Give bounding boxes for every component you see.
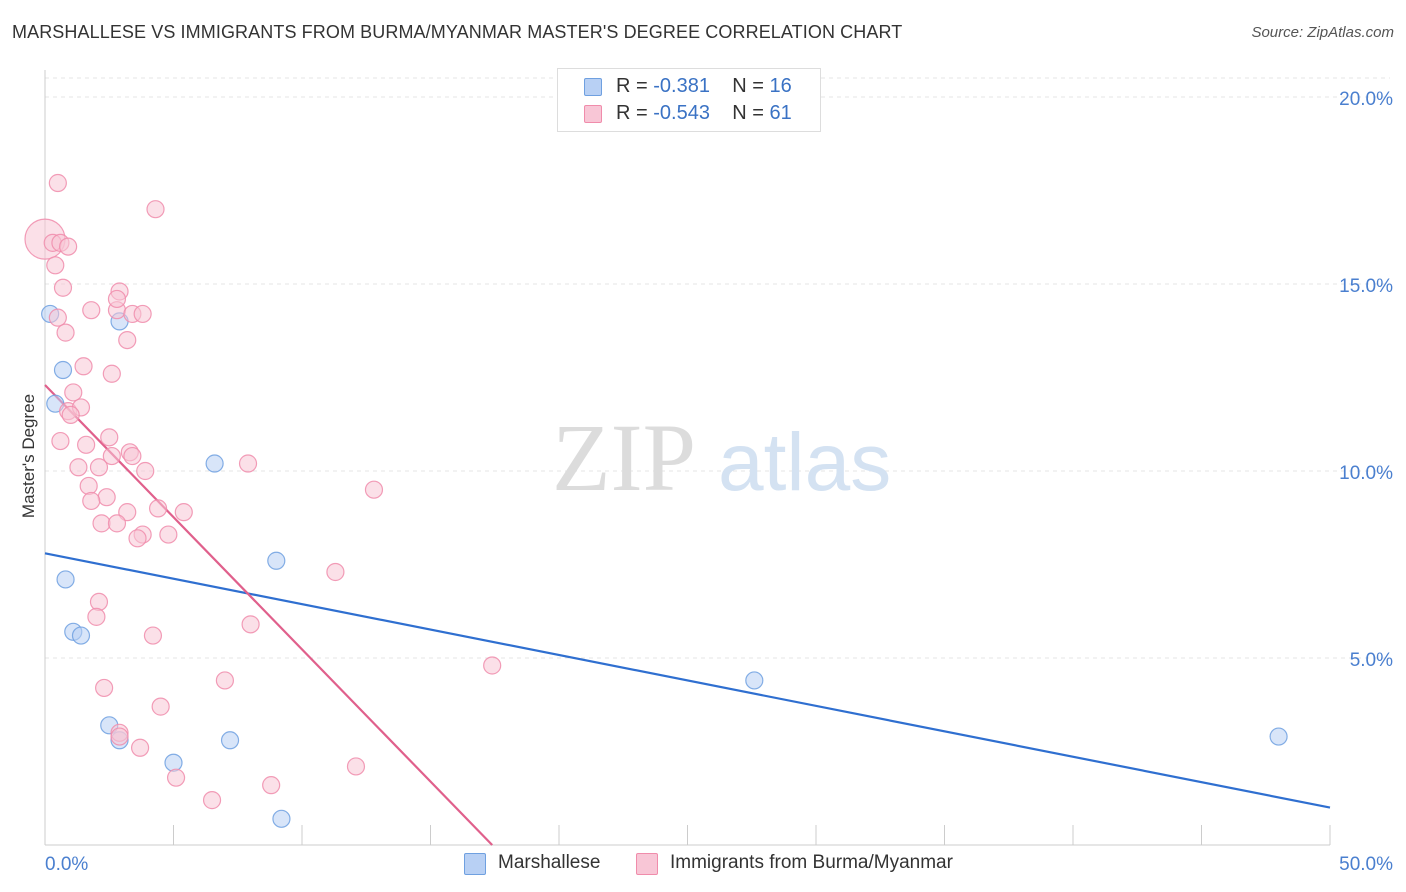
point-burma-15 — [56, 323, 75, 342]
point-burma-47 — [87, 607, 106, 626]
point-burma-44 — [128, 529, 147, 548]
y-tick-label-20: 20.0% — [1339, 89, 1393, 110]
bottom-legend-swatch-burma — [636, 853, 658, 875]
point-burma-34 — [79, 476, 98, 496]
legend-r-value-marshallese: -0.381 — [653, 75, 710, 97]
point-marshallese-13 — [164, 753, 183, 772]
legend-swatch-marshallese — [584, 78, 602, 96]
y-tick-label-5: 5.0% — [1350, 650, 1393, 671]
point-burma-57 — [166, 768, 186, 787]
point-burma-31 — [238, 454, 258, 473]
point-marshallese-14 — [272, 809, 291, 828]
point-burma-39 — [174, 503, 193, 522]
bottom-legend-swatch-marshallese — [464, 853, 486, 875]
trendline-marshallese — [44, 552, 1331, 809]
legend-swatch-burma — [584, 105, 602, 123]
watermark-zip: ZIP — [552, 404, 696, 511]
point-burma-11 — [48, 308, 67, 327]
point-burma-14 — [133, 304, 152, 324]
trendline-burma — [44, 384, 493, 846]
point-marshallese-12 — [220, 731, 240, 750]
point-marshallese-4 — [205, 454, 224, 473]
point-burma-41 — [107, 514, 127, 533]
point-marshallese-5 — [56, 570, 75, 589]
watermark-atlas: atlas — [718, 417, 891, 508]
chart-source: Source: ZipAtlas.com — [1251, 24, 1394, 41]
point-burma-7 — [53, 278, 73, 297]
point-burma-52 — [95, 678, 114, 698]
watermark: ZIP atlas — [552, 404, 891, 511]
bottom-legend-label-marshallese: Marshallese — [498, 852, 601, 873]
point-marshallese-8 — [71, 626, 91, 645]
legend-r-label: R = — [616, 102, 648, 124]
point-burma-35 — [97, 488, 116, 507]
x-tick-label-min: 0.0% — [45, 854, 88, 875]
points-layer — [24, 173, 1288, 828]
point-burma-6 — [146, 200, 165, 219]
point-burma-32 — [136, 461, 155, 481]
point-burma-4 — [46, 256, 65, 275]
point-burma-19 — [64, 383, 83, 402]
point-burma-51 — [215, 671, 234, 690]
point-burma-29 — [89, 458, 109, 477]
bottom-legend-label-burma: Immigrants from Burma/Myanmar — [670, 852, 953, 873]
point-marshallese-6 — [267, 551, 286, 570]
legend-n-label: N = — [732, 75, 764, 97]
chart-title: MARSHALLESE VS IMMIGRANTS FROM BURMA/MYA… — [12, 22, 903, 42]
legend-n-value-burma: 61 — [769, 102, 792, 124]
trend-layer — [44, 384, 1331, 846]
point-burma-12 — [107, 289, 127, 309]
tick-label-layer: 5.0% 10.0% 15.0% 20.0% 0.0% 50.0% — [45, 89, 1393, 875]
y-tick-label-10: 10.0% — [1339, 463, 1393, 484]
point-burma-60 — [110, 727, 129, 746]
point-burma-58 — [262, 776, 281, 795]
point-burma-30 — [69, 458, 88, 477]
point-burma-55 — [130, 738, 150, 757]
point-marshallese-2 — [53, 360, 73, 380]
point-burma-17 — [74, 357, 93, 376]
point-burma-24 — [77, 435, 96, 454]
point-burma-8 — [82, 301, 101, 320]
y-tick-label-15: 15.0% — [1339, 276, 1393, 297]
point-burma-46 — [89, 592, 109, 612]
legend-r-value-burma: -0.543 — [653, 102, 710, 124]
point-burma-3 — [59, 237, 78, 256]
x-tick-label-max: 50.0% — [1339, 854, 1393, 875]
legend-n-value-marshallese: 16 — [769, 75, 792, 97]
point-burma-28 — [102, 446, 121, 466]
point-burma-53 — [151, 697, 170, 716]
point-marshallese-15 — [1269, 727, 1288, 746]
point-burma-45 — [326, 562, 345, 582]
legend: R = -0.381 N = 16 R = -0.543 N = 61 — [557, 68, 821, 132]
point-burma-27 — [123, 446, 142, 466]
point-burma-18 — [102, 364, 121, 383]
legend-r-label: R = — [616, 75, 648, 97]
point-burma-48 — [241, 615, 260, 634]
point-burma-56 — [346, 757, 366, 776]
point-burma-22 — [61, 405, 80, 424]
point-burma-43 — [159, 525, 178, 544]
point-burma-25 — [100, 428, 119, 447]
point-burma-5 — [48, 173, 67, 193]
point-burma-49 — [143, 626, 163, 645]
legend-n-label: N = — [732, 102, 764, 124]
grid-layer — [45, 77, 1390, 659]
point-burma-36 — [82, 491, 101, 511]
point-burma-38 — [148, 499, 168, 518]
point-burma-40 — [92, 514, 111, 533]
point-marshallese-9 — [745, 671, 764, 690]
point-burma-16 — [118, 331, 137, 350]
point-burma-33 — [364, 480, 384, 499]
point-burma-50 — [483, 656, 502, 675]
axis-layer — [44, 70, 1331, 846]
point-burma-37 — [118, 503, 137, 522]
point-burma-23 — [51, 431, 70, 451]
point-burma-59 — [202, 791, 222, 810]
y-axis-label: Master's Degree — [19, 394, 38, 518]
